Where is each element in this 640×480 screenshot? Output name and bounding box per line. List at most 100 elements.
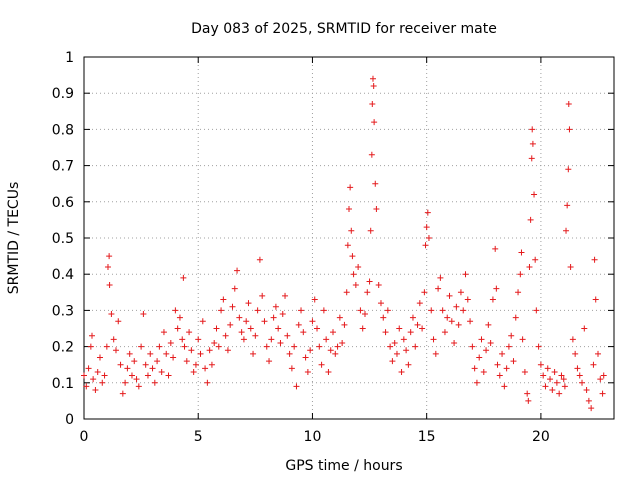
data-point <box>314 325 321 332</box>
data-point <box>364 289 371 296</box>
data-point <box>302 354 309 361</box>
data-point <box>588 405 595 412</box>
data-point <box>204 379 211 386</box>
data-point <box>250 350 257 357</box>
data-point <box>197 350 204 357</box>
data-point <box>517 271 524 278</box>
data-point <box>243 318 250 325</box>
data-point <box>149 365 156 372</box>
data-point <box>140 311 147 318</box>
data-point <box>172 307 179 314</box>
data-point <box>518 249 525 256</box>
data-point <box>519 336 526 343</box>
data-point <box>240 336 247 343</box>
data-point <box>160 329 167 336</box>
data-point <box>126 350 133 357</box>
data-point <box>158 368 165 375</box>
data-point <box>590 361 597 368</box>
data-point <box>325 368 332 375</box>
data-point <box>597 376 604 383</box>
data-point <box>451 339 458 346</box>
data-point <box>595 350 602 357</box>
data-point <box>206 347 213 354</box>
data-point <box>190 368 197 375</box>
data-point <box>163 350 170 357</box>
data-point <box>501 383 508 390</box>
data-point <box>174 325 181 332</box>
data-point <box>188 347 195 354</box>
data-point <box>422 242 429 249</box>
data-point <box>391 339 398 346</box>
data-point <box>295 321 302 328</box>
data-point <box>384 307 391 314</box>
data-point <box>525 397 532 404</box>
data-point <box>131 358 138 365</box>
data-point <box>382 329 389 336</box>
data-point <box>119 390 126 397</box>
data-point <box>106 282 113 289</box>
data-point <box>81 372 87 379</box>
data-point <box>309 318 316 325</box>
data-point <box>453 303 460 310</box>
data-point <box>327 347 334 354</box>
data-point <box>316 343 323 350</box>
data-point <box>135 383 142 390</box>
axis-ticks <box>83 56 614 420</box>
data-point <box>92 387 99 394</box>
data-point <box>396 325 403 332</box>
data-point <box>208 361 215 368</box>
data-point <box>259 292 266 299</box>
data-point <box>512 314 519 321</box>
data-point <box>270 314 277 321</box>
data-point <box>544 365 551 372</box>
y-tick-label: 0 <box>65 412 74 428</box>
data-point <box>435 285 442 292</box>
data-point <box>213 325 220 332</box>
x-tick-label: 0 <box>80 429 89 445</box>
data-point <box>346 206 352 213</box>
data-point <box>220 296 227 303</box>
data-point <box>542 383 549 390</box>
data-point <box>565 101 572 108</box>
data-points <box>81 75 607 412</box>
data-point <box>144 372 151 379</box>
data-point <box>110 336 117 343</box>
data-point <box>432 350 439 357</box>
data-point <box>537 361 544 368</box>
data-point <box>254 307 261 314</box>
data-point <box>558 372 565 379</box>
data-point <box>414 321 421 328</box>
data-point <box>494 361 501 368</box>
data-point <box>574 365 581 372</box>
data-point <box>444 314 451 321</box>
y-tick-label: 0.5 <box>52 231 74 247</box>
data-point <box>469 343 476 350</box>
data-point <box>229 303 236 310</box>
chart-title: Day 083 of 2025, SRMTID for receiver mat… <box>191 21 497 37</box>
data-point <box>569 336 576 343</box>
data-point <box>202 365 209 372</box>
data-point <box>183 358 190 365</box>
data-point <box>561 383 568 390</box>
data-point <box>211 339 218 346</box>
data-point <box>138 343 145 350</box>
data-point <box>349 253 356 260</box>
data-point <box>176 314 183 321</box>
data-point <box>585 397 592 404</box>
data-point <box>524 390 531 397</box>
data-point <box>227 321 234 328</box>
data-point <box>467 318 474 325</box>
data-point <box>464 296 471 303</box>
data-point <box>275 325 282 332</box>
data-point <box>515 289 522 296</box>
data-point <box>592 296 599 303</box>
y-tick-label: 0.3 <box>52 303 74 319</box>
data-point <box>352 282 359 289</box>
data-point <box>122 379 129 386</box>
data-point <box>361 311 368 318</box>
data-point <box>600 372 607 379</box>
x-tick-label: 5 <box>194 429 203 445</box>
x-tick-label: 20 <box>532 429 550 445</box>
data-point <box>133 376 140 383</box>
data-point <box>493 285 500 292</box>
